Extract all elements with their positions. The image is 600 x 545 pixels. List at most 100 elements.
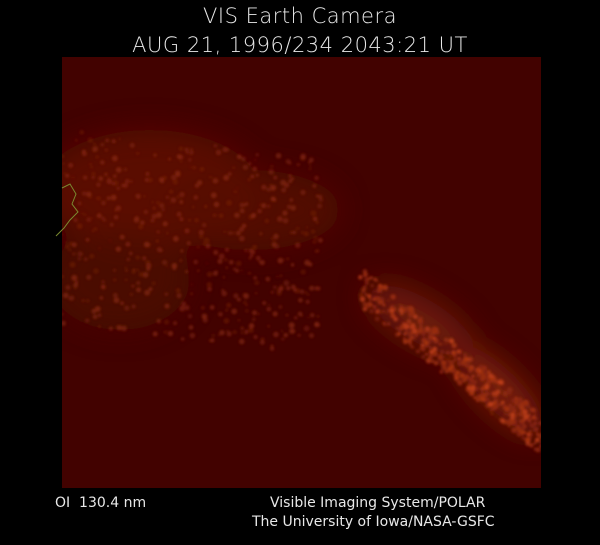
- speckle: [174, 263, 177, 266]
- speckle: [242, 292, 247, 298]
- speckle: [510, 413, 515, 417]
- speckle: [101, 284, 107, 290]
- speckle: [252, 166, 257, 172]
- speckle: [151, 213, 157, 219]
- speckle: [384, 287, 388, 291]
- speckle: [395, 326, 399, 330]
- speckle: [364, 280, 369, 286]
- speckle: [529, 432, 534, 437]
- speckle: [87, 137, 93, 143]
- speckle: [96, 213, 102, 219]
- speckle: [161, 207, 166, 212]
- speckle: [231, 308, 238, 315]
- speckle: [188, 218, 191, 222]
- speckle: [401, 324, 407, 329]
- speckle: [125, 241, 131, 247]
- speckle: [167, 330, 174, 337]
- speckle: [250, 174, 255, 179]
- speckle: [402, 337, 408, 343]
- speckle: [116, 324, 123, 331]
- speckle: [286, 204, 292, 210]
- speckle: [299, 289, 305, 294]
- speckle: [269, 183, 272, 187]
- speckle: [84, 318, 90, 323]
- speckle: [228, 259, 234, 265]
- speckle: [461, 357, 468, 364]
- speckle: [156, 239, 159, 243]
- aurora-speckle: [62, 130, 541, 453]
- speckle: [105, 138, 109, 143]
- speckle: [283, 280, 290, 286]
- speckle: [124, 266, 128, 269]
- speckle: [146, 266, 151, 271]
- speckle: [180, 249, 184, 253]
- speckle: [261, 184, 267, 190]
- speckle: [140, 220, 145, 225]
- speckle: [450, 359, 455, 365]
- speckle: [312, 183, 317, 188]
- speckle: [372, 298, 375, 301]
- speckle: [181, 301, 187, 307]
- speckle: [209, 305, 215, 310]
- speckle: [73, 286, 77, 290]
- speckle: [257, 208, 262, 214]
- speckle: [444, 342, 448, 345]
- speckle: [433, 338, 439, 344]
- speckle: [304, 259, 311, 266]
- speckle: [492, 392, 498, 399]
- speckle: [232, 267, 237, 271]
- speckle: [408, 314, 412, 318]
- speckle: [159, 202, 165, 209]
- speckle: [527, 435, 533, 441]
- speckle: [145, 259, 151, 265]
- speckle: [201, 222, 207, 228]
- speckle: [159, 248, 163, 253]
- speckle: [272, 239, 276, 242]
- speckle: [89, 162, 92, 166]
- speckle: [63, 172, 66, 175]
- speckle: [245, 303, 248, 306]
- speckle: [290, 263, 294, 267]
- speckle: [428, 354, 434, 359]
- speckle: [62, 154, 65, 159]
- speckle: [280, 179, 287, 186]
- speckle: [190, 148, 193, 151]
- speckle: [535, 432, 540, 436]
- speckle: [62, 274, 64, 279]
- speckle: [456, 349, 461, 353]
- speckle: [227, 171, 232, 176]
- speckle: [152, 331, 158, 337]
- speckle: [233, 293, 239, 299]
- speckle: [225, 309, 228, 312]
- speckle: [373, 295, 377, 299]
- speckle: [62, 162, 65, 165]
- speckle: [113, 140, 116, 144]
- speckle: [180, 160, 183, 164]
- speckle: [357, 275, 363, 280]
- speckle: [116, 186, 120, 191]
- speckle: [273, 331, 279, 338]
- speckle: [515, 424, 522, 431]
- speckle: [131, 270, 136, 275]
- speckle: [71, 274, 78, 281]
- speckle: [533, 441, 537, 445]
- speckle: [68, 241, 74, 246]
- speckle: [497, 385, 500, 388]
- speckle: [186, 151, 189, 155]
- speckle: [206, 262, 209, 265]
- speckle: [439, 349, 445, 355]
- speckle: [193, 195, 199, 200]
- speckle: [262, 301, 267, 305]
- speckle: [266, 187, 271, 192]
- speckle: [234, 212, 240, 219]
- speckle: [308, 167, 312, 171]
- speckle: [431, 326, 437, 333]
- speckle: [523, 413, 529, 420]
- speckle: [62, 312, 64, 316]
- speckle: [254, 280, 260, 286]
- camera-image: [62, 57, 541, 488]
- speckle: [65, 244, 70, 249]
- speckle: [125, 269, 128, 272]
- speckle: [268, 169, 275, 175]
- speckle: [363, 278, 367, 282]
